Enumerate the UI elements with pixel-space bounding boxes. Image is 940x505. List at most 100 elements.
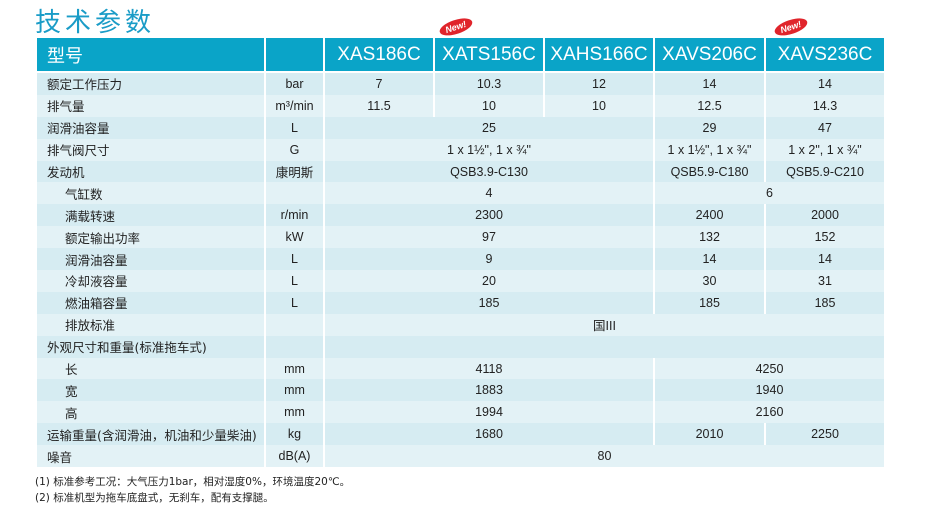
- row-label: 长: [35, 357, 266, 380]
- row-unit: m³/min: [264, 94, 325, 117]
- row-label: 燃油箱容量: [35, 291, 266, 314]
- table-row: 排放标准 国III: [35, 313, 886, 336]
- table-row: 宽 mm 1883 1940: [35, 379, 886, 402]
- row-label: 满载转速: [35, 204, 266, 227]
- value-cell: QSB5.9-C210: [764, 160, 886, 183]
- row-unit: bar: [264, 72, 325, 95]
- model-header: XAVS206C: [653, 38, 766, 73]
- value-cell: 1883: [323, 379, 655, 402]
- model-header: XAS186C: [323, 38, 435, 73]
- new-badge: New!: [772, 15, 809, 39]
- header-row: 型号 XAS186C New! XATS156C XAHS166C XAVS206…: [35, 15, 886, 73]
- value-cell: 1680: [323, 423, 655, 446]
- spec-table: 型号 XAS186C New! XATS156C XAHS166C XAVS206…: [35, 15, 886, 468]
- value-cell: 14: [764, 248, 886, 271]
- row-unit: kg: [264, 423, 325, 446]
- table-row: 润滑油容量 L 25 29 47: [35, 116, 886, 139]
- model-header: New! XATS156C: [433, 15, 545, 73]
- table-row: 润滑油容量 L 9 14 14: [35, 248, 886, 271]
- value-cell: 2300: [323, 204, 655, 227]
- footnote: (1) 标准参考工况：大气压力1bar，相对湿度0%，环境温度20℃。: [35, 476, 351, 488]
- row-unit: [264, 335, 325, 358]
- row-label: 额定工作压力: [35, 72, 266, 95]
- row-label: 排气量: [35, 94, 266, 117]
- value-cell: 14: [653, 248, 766, 271]
- table-row: 额定工作压力 bar 7 10.3 12 14 14: [35, 72, 886, 95]
- row-label: 外观尺寸和重量(标准拖车式): [35, 335, 266, 358]
- value-cell: 12.5: [653, 94, 766, 117]
- header-label: 型号: [35, 38, 266, 73]
- row-unit: [264, 182, 325, 205]
- value-cell: 6: [653, 182, 886, 205]
- value-cell: 185: [653, 291, 766, 314]
- table-row: 冷却液容量 L 20 30 31: [35, 270, 886, 292]
- row-label: 润滑油容量: [35, 116, 266, 139]
- table-row: 气缸数 4 6: [35, 182, 886, 205]
- value-cell: 2400: [653, 204, 766, 227]
- new-badge: New!: [437, 15, 474, 39]
- value-cell: [323, 335, 886, 358]
- value-cell: QSB3.9-C130: [323, 160, 655, 183]
- row-label: 冷却液容量: [35, 270, 266, 292]
- table-row: 燃油箱容量 L 185 185 185: [35, 291, 886, 314]
- value-cell: 14: [764, 72, 886, 95]
- value-cell: 2250: [764, 423, 886, 446]
- value-cell: 2000: [764, 204, 886, 227]
- value-cell: 国III: [323, 313, 886, 336]
- value-cell: 12: [543, 72, 655, 95]
- value-cell: 9: [323, 248, 655, 271]
- value-cell: 11.5: [323, 94, 435, 117]
- table-row: 额定输出功率 kW 97 132 152: [35, 226, 886, 249]
- table-row: 排气量 m³/min 11.5 10 10 12.5 14.3: [35, 94, 886, 117]
- table-row: 长 mm 4118 4250: [35, 357, 886, 380]
- value-cell: 20: [323, 270, 655, 292]
- value-cell: 1 x 2", 1 x ¾": [764, 138, 886, 161]
- value-cell: 14.3: [764, 94, 886, 117]
- row-unit: L: [264, 291, 325, 314]
- row-unit: [264, 313, 325, 336]
- row-label: 润滑油容量: [35, 248, 266, 271]
- row-unit: L: [264, 116, 325, 139]
- value-cell: 185: [323, 291, 655, 314]
- row-unit: mm: [264, 379, 325, 402]
- value-cell: 47: [764, 116, 886, 139]
- value-cell: 25: [323, 116, 655, 139]
- value-cell: QSB5.9-C180: [653, 160, 766, 183]
- value-cell: 1 x 1½", 1 x ¾": [653, 138, 766, 161]
- value-cell: 31: [764, 270, 886, 292]
- row-label: 宽: [35, 379, 266, 402]
- row-unit: dB(A): [264, 445, 325, 468]
- row-unit: mm: [264, 401, 325, 424]
- table-row: 运输重量(含润滑油，机油和少量柴油) kg 1680 2010 2250: [35, 423, 886, 446]
- table-row: 排气阀尺寸 G 1 x 1½", 1 x ¾" 1 x 1½", 1 x ¾" 1 x …: [35, 138, 886, 161]
- row-label: 运输重量(含润滑油，机油和少量柴油): [35, 423, 266, 446]
- row-unit: r/min: [264, 204, 325, 227]
- value-cell: 4250: [653, 357, 886, 380]
- row-label: 气缸数: [35, 182, 266, 205]
- value-cell: 29: [653, 116, 766, 139]
- value-cell: 7: [323, 72, 435, 95]
- table-row: 发动机 康明斯 QSB3.9-C130 QSB5.9-C180 QSB5.9-C210: [35, 160, 886, 183]
- value-cell: 2010: [653, 423, 766, 446]
- value-cell: 4118: [323, 357, 655, 380]
- row-label: 噪音: [35, 445, 266, 468]
- value-cell: 10: [543, 94, 655, 117]
- table-row: 高 mm 1994 2160: [35, 401, 886, 424]
- value-cell: 1 x 1½", 1 x ¾": [323, 138, 655, 161]
- value-cell: 80: [323, 445, 886, 468]
- value-cell: 152: [764, 226, 886, 249]
- value-cell: 10: [433, 94, 545, 117]
- model-header: New! XAVS236C: [764, 15, 886, 73]
- row-label: 发动机: [35, 160, 266, 183]
- value-cell: 4: [323, 182, 655, 205]
- model-header: XAHS166C: [543, 38, 655, 73]
- row-label: 排气阀尺寸: [35, 138, 266, 161]
- row-unit: kW: [264, 226, 325, 249]
- value-cell: 14: [653, 72, 766, 95]
- value-cell: 10.3: [433, 72, 545, 95]
- table-row: 外观尺寸和重量(标准拖车式): [35, 335, 886, 358]
- value-cell: 132: [653, 226, 766, 249]
- value-cell: 30: [653, 270, 766, 292]
- table-row: 满载转速 r/min 2300 2400 2000: [35, 204, 886, 227]
- value-cell: 185: [764, 291, 886, 314]
